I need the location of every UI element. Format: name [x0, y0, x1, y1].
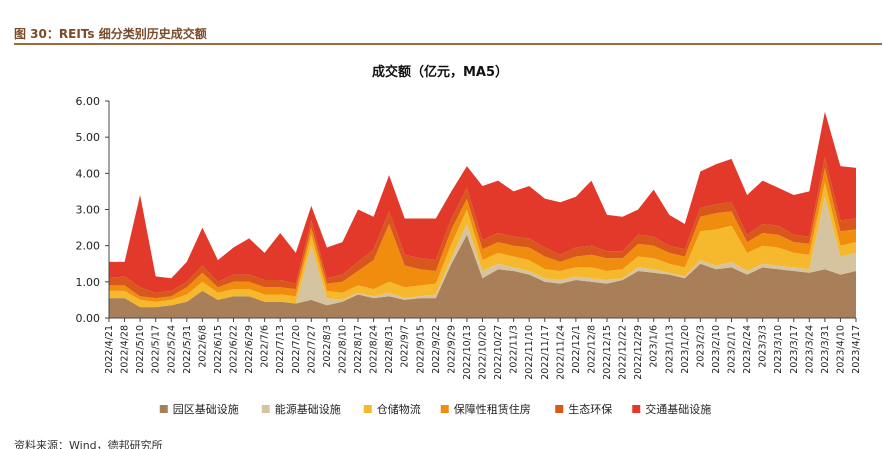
x-tick-label: 2022/8/31 [384, 325, 395, 374]
legend-swatch [555, 405, 564, 413]
x-tick-label: 2022/12/29 [633, 325, 644, 380]
x-tick-label: 2022/7/6 [260, 325, 271, 368]
x-axis: 2022/4/21 2022/4/28 2022/5/10 2022/5/17 2022… [104, 317, 862, 380]
x-tick-label: 2022/8/24 [369, 325, 380, 374]
x-tick-label: 2023/2/3 [695, 325, 706, 368]
x-tick-label: 2022/5/31 [182, 325, 193, 374]
x-tick-label: 2022/6/29 [244, 325, 255, 374]
x-tick-label: 2023/3/24 [804, 325, 815, 374]
x-tick-label: 2022/6/8 [197, 325, 208, 368]
x-tick-label: 2022/8/17 [353, 325, 364, 374]
legend-label: 园区基础设施 [173, 403, 239, 416]
x-tick-label: 2022/11/24 [555, 325, 566, 380]
x-tick-label: 2022/11/17 [540, 325, 551, 380]
x-tick-label: 2023/4/10 [835, 325, 846, 374]
x-tick-label: 2022/12/8 [586, 325, 597, 374]
area-series-6 [109, 111, 856, 293]
x-tick-label: 2022/7/27 [306, 325, 317, 374]
x-tick-label: 2022/9/29 [446, 325, 457, 374]
figure-caption: 图 30：REITs 细分类别历史成交额 [14, 27, 207, 41]
stacked-area-chart: 成交额（亿元，MA5） 0.00 1.00 2.00 3.00 4.00 5.00 6.00… [76, 64, 863, 416]
x-tick-label: 2023/4/17 [851, 325, 862, 374]
x-tick-label: 2022/10/13 [462, 325, 473, 380]
area-series-3 [109, 182, 856, 308]
x-tick-label: 2023/1/20 [680, 325, 691, 374]
legend-swatch [159, 405, 168, 413]
x-tick-label: 2023/2/24 [742, 325, 753, 374]
legend-label: 仓储物流 [377, 402, 421, 416]
x-tick-label: 2023/1/6 [649, 325, 660, 368]
source-note: 资料来源：Wind，德邦研究所 [14, 439, 163, 449]
x-tick-label: 2023/2/17 [727, 325, 738, 374]
x-tick-label: 2022/4/28 [120, 325, 131, 374]
y-tick-label: 5.00 [76, 131, 101, 144]
x-tick-label: 2022/8/10 [337, 325, 348, 374]
x-tick-label: 2022/12/22 [618, 325, 629, 380]
x-tick-label: 2022/6/22 [229, 325, 240, 374]
x-tick-label: 2022/12/15 [602, 325, 613, 380]
y-tick-label: 2.00 [76, 240, 101, 253]
chart-title: 成交额（亿元，MA5） [372, 64, 508, 80]
legend-label: 保障性租赁住房 [454, 402, 531, 416]
legend-label: 生态环保 [568, 402, 612, 416]
x-tick-label: 2023/3/10 [773, 325, 784, 374]
x-tick-label: 2022/12/1 [571, 325, 582, 374]
y-tick-label: 1.00 [76, 276, 101, 289]
x-tick-label: 2022/10/20 [478, 325, 489, 380]
y-tick-label: 3.00 [76, 204, 101, 217]
x-tick-label: 2022/9/22 [431, 325, 442, 374]
y-tick-label: 4.00 [76, 167, 101, 180]
x-tick-label: 2022/6/15 [213, 325, 224, 374]
y-axis: 0.00 1.00 2.00 3.00 4.00 5.00 6.00 [76, 95, 110, 325]
legend-swatch [440, 405, 449, 413]
x-tick-label: 2022/9/15 [415, 325, 426, 374]
x-tick-label: 2022/11/3 [509, 325, 520, 374]
x-tick-label: 2023/2/10 [711, 325, 722, 374]
header-divider [14, 43, 882, 45]
legend-label: 能源基础设施 [275, 402, 341, 416]
x-tick-label: 2023/3/3 [758, 325, 769, 368]
area-series-1 [109, 234, 856, 318]
legend: 园区基础设施 能源基础设施 仓储物流 保障性租赁住房 生态环保 交通基础设施 [159, 402, 711, 416]
figure-header: 图 30：REITs 细分类别历史成交额 [0, 0, 883, 45]
legend-swatch [632, 405, 641, 413]
legend-swatch [261, 405, 270, 413]
y-tick-label: 6.00 [76, 95, 101, 108]
x-tick-label: 2022/5/17 [151, 325, 162, 374]
y-tick-label: 0.00 [76, 312, 101, 325]
x-tick-label: 2022/9/7 [400, 325, 411, 368]
x-tick-label: 2022/4/21 [104, 325, 115, 374]
x-tick-label: 2022/5/10 [135, 325, 146, 374]
area-series-5 [109, 157, 856, 299]
x-tick-label: 2022/8/3 [322, 325, 333, 368]
x-tick-label: 2022/7/13 [275, 325, 286, 374]
x-tick-label: 2023/3/17 [789, 325, 800, 374]
legend-swatch [363, 405, 372, 413]
x-tick-label: 2023/1/13 [664, 325, 675, 374]
x-tick-label: 2023/3/31 [820, 325, 831, 374]
legend-label: 交通基础设施 [645, 402, 711, 416]
x-tick-label: 2022/7/20 [291, 325, 302, 374]
x-tick-label: 2022/5/24 [166, 325, 177, 374]
x-tick-label: 2022/11/10 [524, 325, 535, 380]
x-tick-label: 2022/10/27 [493, 325, 504, 380]
area-series-group [109, 111, 856, 318]
